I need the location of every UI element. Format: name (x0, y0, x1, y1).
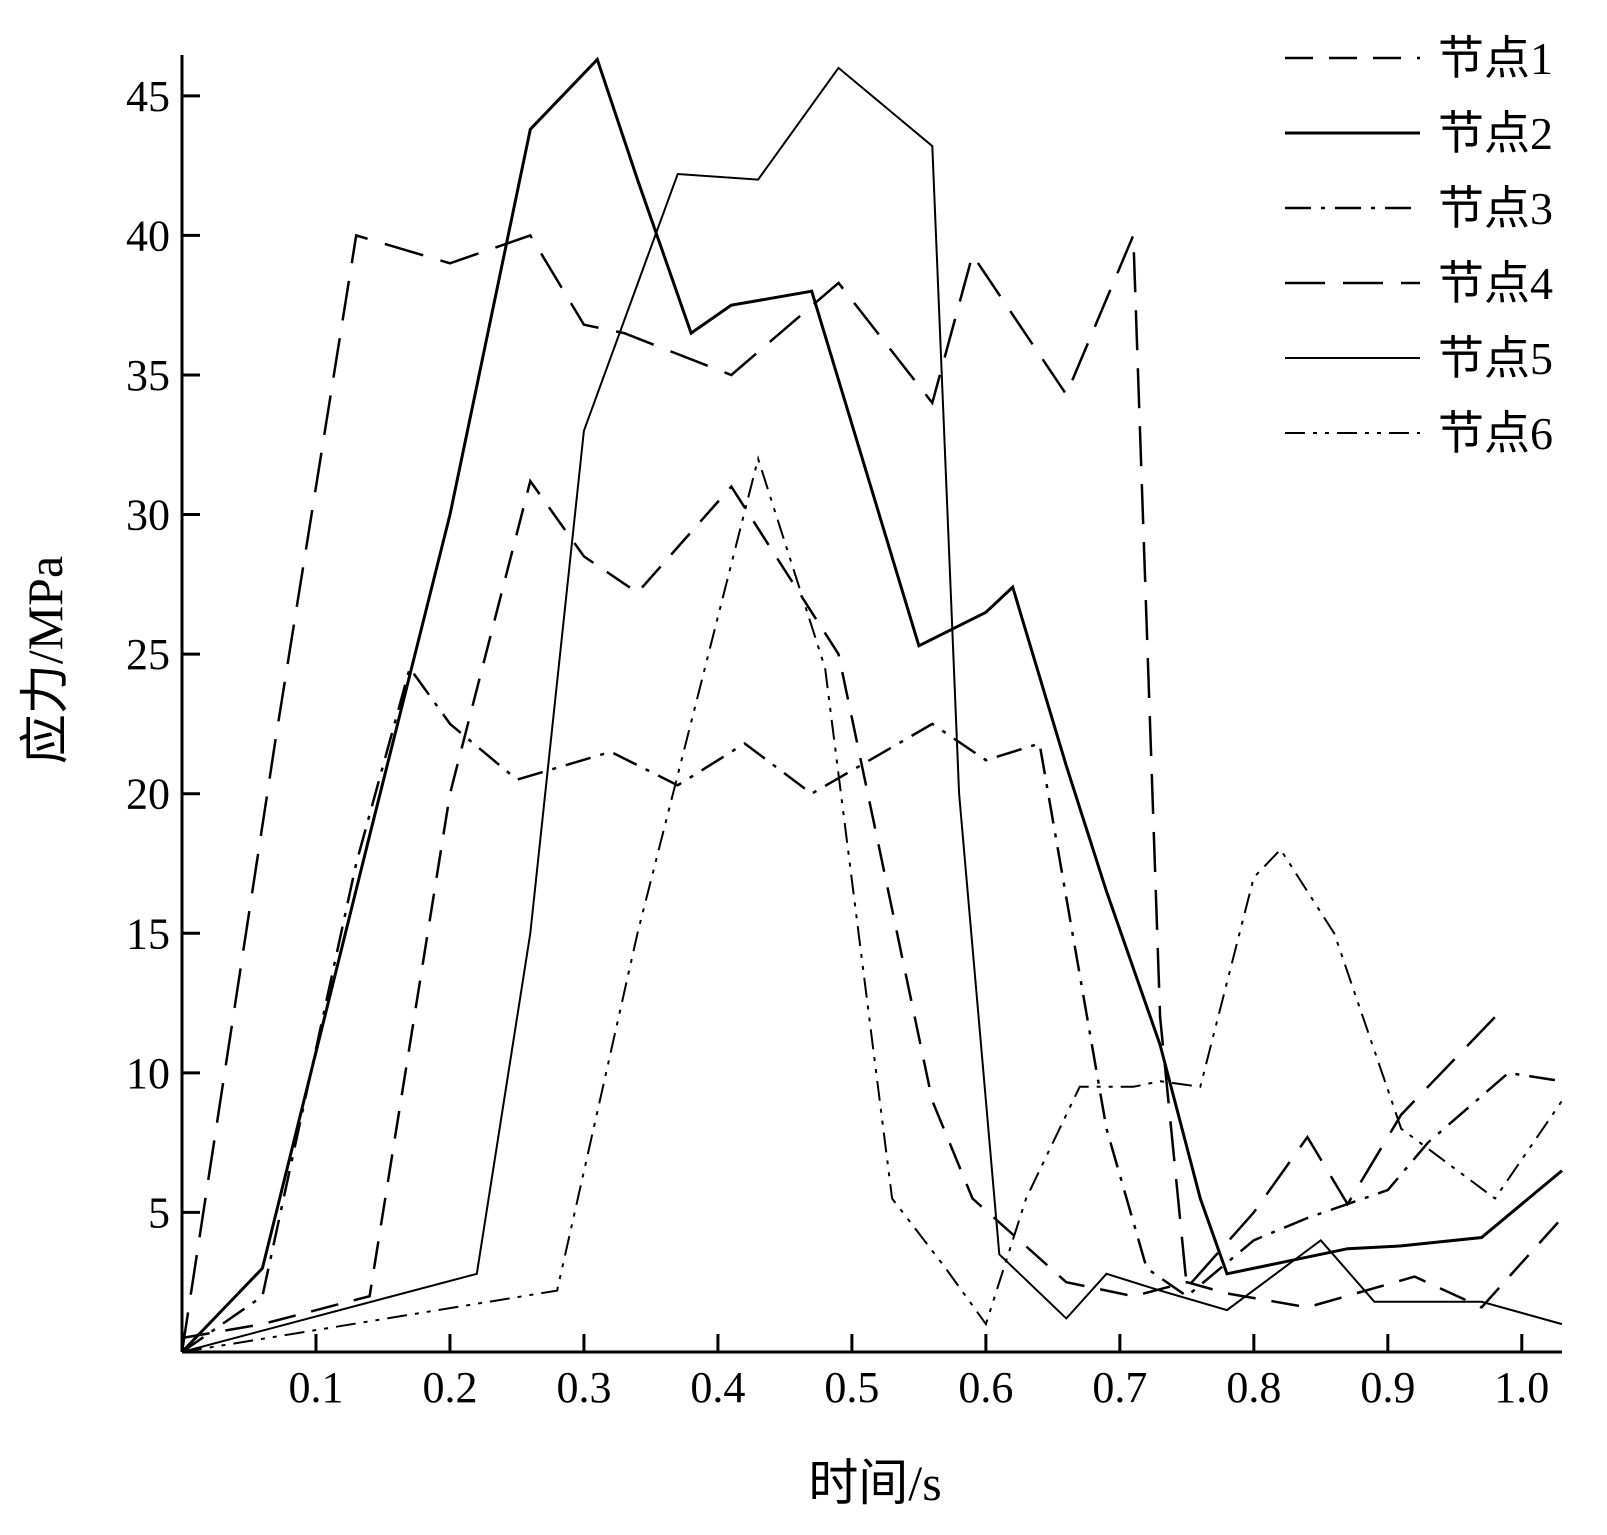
x-tick-label: 1.0 (1494, 1363, 1549, 1412)
series-line-5 (181, 66, 1563, 1353)
y-ticks: 5 10 15 20 25 30 35 40 45 (126, 72, 200, 1237)
y-tick-label: 5 (148, 1188, 170, 1237)
x-ticks: 0.1 0.2 0.3 0.4 0.5 0.6 0.7 0.8 0.9 1.0 (288, 1334, 1549, 1412)
x-tick-label: 0.5 (824, 1363, 879, 1412)
legend: 节点1 节点2 节点3 节点4 节点5 节点6 (1285, 33, 1553, 459)
legend-label-4: 节点4 (1438, 258, 1553, 309)
y-tick-label: 10 (126, 1049, 170, 1098)
axes (180, 55, 1562, 1354)
legend-label-1: 节点1 (1438, 33, 1553, 84)
x-axis-label: 时间/s (808, 1455, 941, 1511)
x-tick-label: 0.4 (690, 1363, 745, 1412)
x-tick-label: 0.3 (556, 1363, 611, 1412)
y-tick-label: 40 (126, 211, 170, 260)
x-tick-label: 0.1 (288, 1363, 343, 1412)
y-tick-label: 25 (126, 630, 170, 679)
x-tick-label: 0.2 (422, 1363, 477, 1412)
series-line-6 (181, 455, 1563, 1353)
legend-label-3: 节点3 (1438, 183, 1553, 234)
series-line-1 (181, 478, 1563, 1340)
legend-label-5: 节点5 (1438, 333, 1553, 384)
x-tick-label: 0.7 (1092, 1363, 1147, 1412)
y-tick-label: 15 (126, 909, 170, 958)
y-tick-label: 20 (126, 770, 170, 819)
legend-label-6: 节点6 (1438, 408, 1553, 459)
legend-label-2: 节点2 (1438, 108, 1553, 159)
y-tick-label: 35 (126, 351, 170, 400)
x-tick-label: 0.6 (958, 1363, 1013, 1412)
x-tick-label: 0.9 (1360, 1363, 1415, 1412)
series-lines (180, 56, 1563, 1354)
series-line-4 (180, 233, 1496, 1353)
x-tick-label: 0.8 (1226, 1363, 1281, 1412)
y-tick-label: 45 (126, 72, 170, 121)
y-tick-label: 30 (126, 491, 170, 540)
y-axis-label: 应力/MPa (17, 556, 73, 764)
series-line-2 (180, 56, 1563, 1354)
